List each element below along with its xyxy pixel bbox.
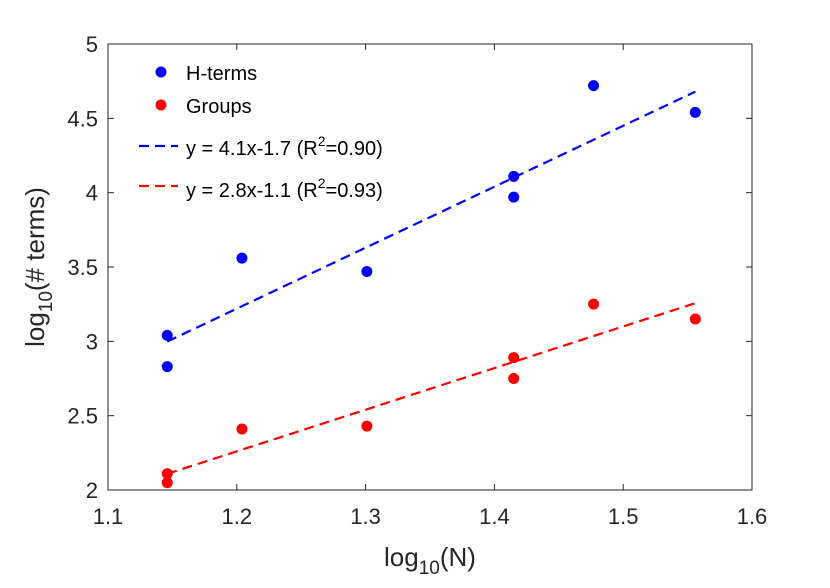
plot-area	[108, 44, 752, 490]
point-groups-5	[508, 352, 520, 364]
x-tick-label-5: 1.6	[737, 504, 768, 529]
point-h-terms-7	[689, 106, 701, 118]
y-tick-label-4: 4	[86, 181, 98, 206]
legend-label-fit-blue: y = 4.1x-1.7 (R2=0.90)	[186, 133, 383, 160]
x-tick-label-2: 1.3	[350, 504, 381, 529]
point-h-terms-4	[508, 191, 520, 203]
y-tick-label-2: 3	[86, 329, 98, 354]
point-h-terms-3	[361, 265, 373, 277]
x-axis-label: log10(N)	[384, 542, 476, 579]
data-points	[161, 80, 701, 489]
point-groups-1	[161, 468, 173, 480]
point-h-terms-0	[161, 361, 173, 373]
point-groups-0	[161, 477, 173, 489]
y-tick-label-0: 2	[86, 478, 98, 503]
legend-label-fit-red: y = 2.8x-1.1 (R2=0.93)	[186, 175, 383, 202]
x-tick-label-3: 1.4	[479, 504, 510, 529]
point-groups-6	[588, 298, 600, 310]
point-h-terms-6	[588, 80, 600, 92]
y-axis-label: log10(# terms)	[20, 187, 57, 347]
point-groups-2	[236, 423, 248, 435]
point-h-terms-1	[161, 329, 173, 341]
fit-lines	[166, 90, 696, 475]
point-groups-4	[508, 373, 520, 384]
legend-label-h-terms: H-terms	[186, 63, 257, 85]
legend-marker-groups	[155, 99, 167, 111]
y-tick-label-1: 2.5	[67, 404, 98, 429]
y-tick-label-5: 4.5	[67, 106, 98, 131]
y-tick-label-6: 5	[86, 32, 98, 57]
point-h-terms-2	[236, 252, 248, 264]
legend: H-terms Groups y = 4.1x-1.7 (R2=0.90) y …	[139, 63, 383, 202]
point-h-terms-5	[508, 170, 520, 182]
x-tick-label-1: 1.2	[222, 504, 253, 529]
axis-ticks: 1.1 1.2 1.3 1.4 1.5 1.6 2 2.5 3 3.5 4 4.5 5	[67, 32, 767, 529]
x-tick-label-0: 1.1	[93, 504, 124, 529]
legend-marker-h-terms	[155, 66, 167, 78]
y-tick-label-3: 3.5	[67, 255, 98, 280]
point-groups-3	[361, 420, 373, 432]
legend-label-groups: Groups	[186, 96, 252, 118]
point-groups-7	[689, 313, 701, 325]
fit-line-0	[166, 90, 696, 343]
x-tick-label-4: 1.5	[608, 504, 639, 529]
fit-line-1	[166, 302, 696, 475]
